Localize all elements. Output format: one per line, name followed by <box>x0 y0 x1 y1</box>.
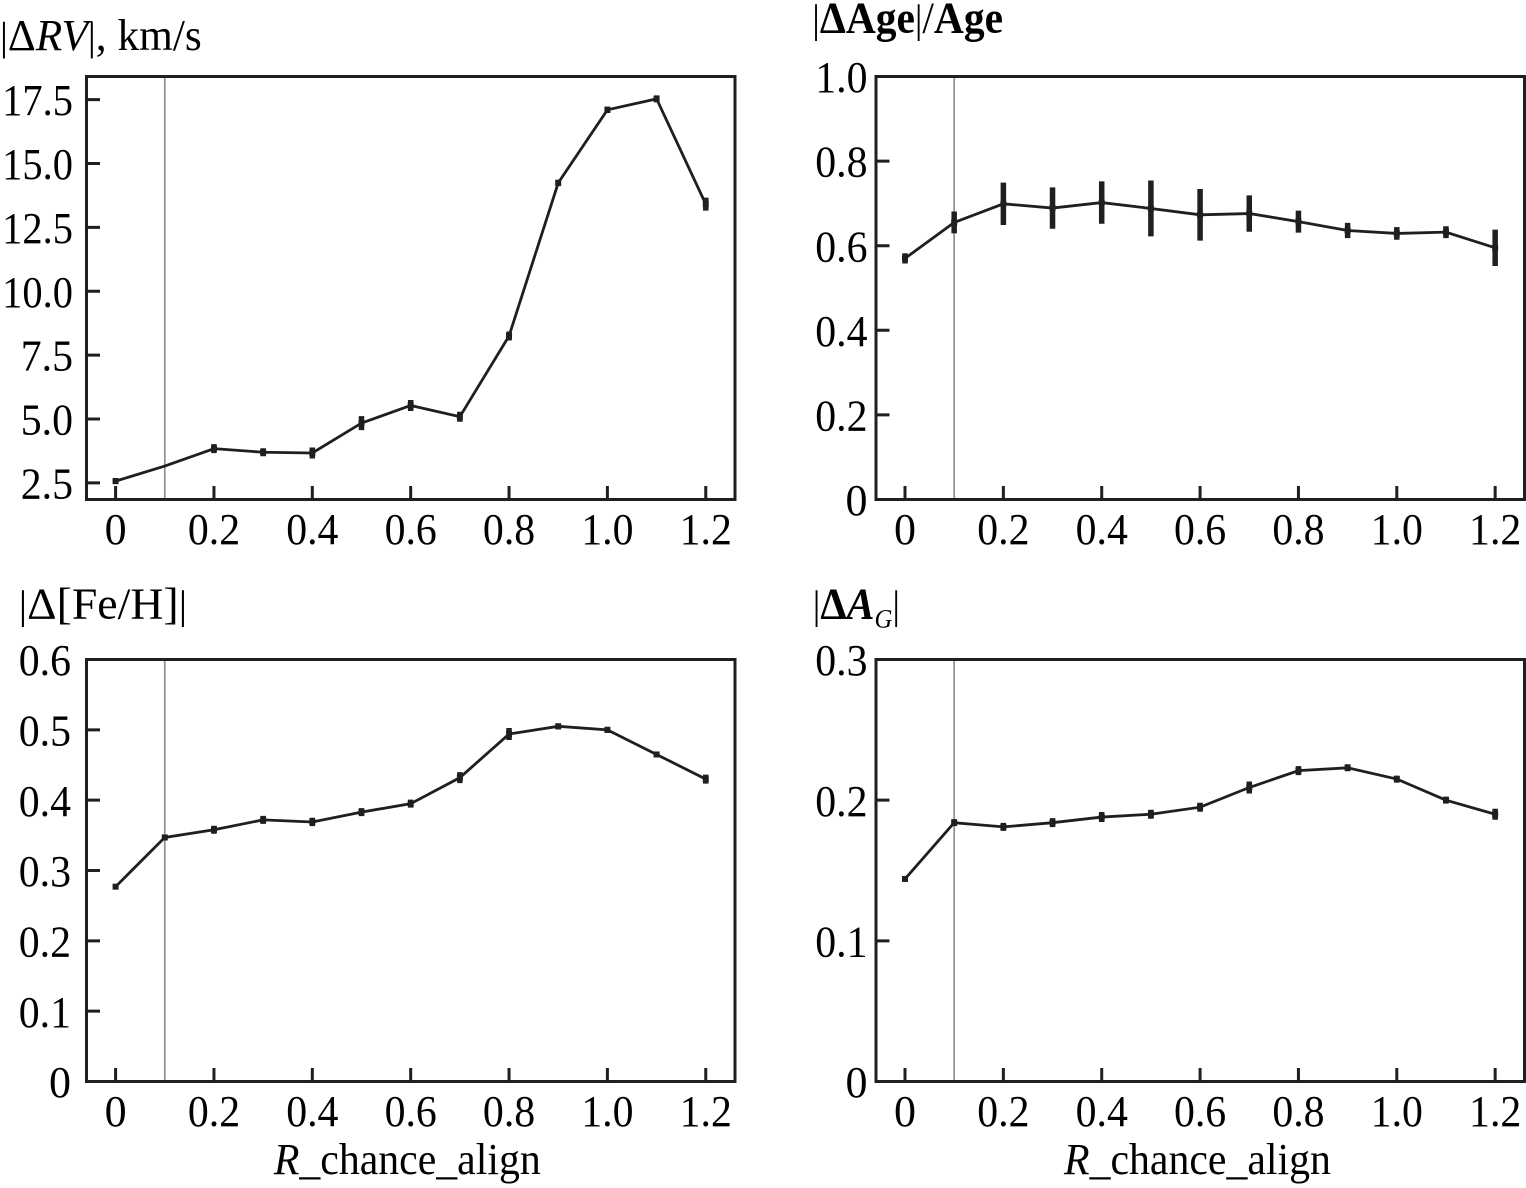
svg-text:12.5: 12.5 <box>2 204 73 253</box>
svg-text:1.0: 1.0 <box>581 1088 633 1136</box>
svg-text:0: 0 <box>49 1058 71 1107</box>
svg-text:0.2: 0.2 <box>19 918 71 966</box>
svg-text:|ΔRV|, km/s: |ΔRV|, km/s <box>0 12 202 60</box>
svg-text:R_chance_align: R_chance_align <box>1063 1136 1331 1184</box>
svg-text:0.6: 0.6 <box>815 223 867 271</box>
svg-text:0.2: 0.2 <box>815 393 867 441</box>
svg-text:0.4: 0.4 <box>1076 506 1128 554</box>
svg-text:1.2: 1.2 <box>680 506 732 554</box>
svg-text:0.2: 0.2 <box>977 506 1029 554</box>
svg-text:0.6: 0.6 <box>385 1088 437 1136</box>
svg-text:2.5: 2.5 <box>21 461 73 509</box>
svg-text:0.8: 0.8 <box>815 139 867 187</box>
svg-text:0: 0 <box>894 505 916 554</box>
svg-text:1.2: 1.2 <box>680 1088 732 1136</box>
svg-text:0.8: 0.8 <box>1272 1088 1324 1136</box>
svg-text:10.0: 10.0 <box>2 268 73 317</box>
svg-text:1.2: 1.2 <box>1469 506 1521 554</box>
svg-text:0.3: 0.3 <box>815 637 867 685</box>
svg-text:0.8: 0.8 <box>483 1088 535 1136</box>
svg-text:15.0: 15.0 <box>2 141 73 190</box>
svg-text:1.0: 1.0 <box>1371 506 1423 554</box>
svg-text:0.2: 0.2 <box>188 1088 240 1136</box>
svg-text:0.4: 0.4 <box>1076 1088 1128 1136</box>
svg-text:0.4: 0.4 <box>815 308 867 356</box>
svg-text:1.2: 1.2 <box>1469 1088 1521 1136</box>
svg-text:1.0: 1.0 <box>581 506 633 554</box>
svg-text:0: 0 <box>894 1087 916 1136</box>
svg-text:17.5: 17.5 <box>2 77 73 126</box>
svg-text:0.1: 0.1 <box>815 918 867 966</box>
svg-text:0.2: 0.2 <box>977 1088 1029 1136</box>
svg-text:0: 0 <box>846 476 868 525</box>
svg-text:|ΔAG|: |ΔAG| <box>813 581 900 634</box>
svg-text:0.2: 0.2 <box>815 778 867 826</box>
svg-text:5.0: 5.0 <box>21 397 73 445</box>
svg-text:0.6: 0.6 <box>1174 506 1226 554</box>
svg-text:0.4: 0.4 <box>286 506 338 554</box>
svg-text:0.4: 0.4 <box>286 1088 338 1136</box>
svg-text:0: 0 <box>105 505 127 554</box>
svg-text:R_chance_align: R_chance_align <box>273 1136 541 1184</box>
svg-text:0: 0 <box>105 1087 127 1136</box>
svg-text:0.6: 0.6 <box>385 506 437 554</box>
svg-text:0.1: 0.1 <box>19 989 71 1037</box>
svg-text:|Δ[Fe/H]|: |Δ[Fe/H]| <box>19 579 187 628</box>
svg-text:0.6: 0.6 <box>19 637 71 685</box>
svg-text:1.0: 1.0 <box>1371 1088 1423 1136</box>
svg-text:0.6: 0.6 <box>1174 1088 1226 1136</box>
svg-text:|ΔAge|/Age: |ΔAge|/Age <box>812 0 1003 43</box>
svg-text:0.8: 0.8 <box>483 506 535 554</box>
svg-text:0.3: 0.3 <box>19 848 71 896</box>
svg-text:0: 0 <box>846 1058 868 1107</box>
svg-text:0.5: 0.5 <box>19 708 71 756</box>
svg-text:0.4: 0.4 <box>19 778 71 826</box>
svg-text:0.8: 0.8 <box>1272 506 1324 554</box>
svg-text:1.0: 1.0 <box>815 54 867 102</box>
svg-text:7.5: 7.5 <box>21 333 73 381</box>
svg-text:0.2: 0.2 <box>188 506 240 554</box>
